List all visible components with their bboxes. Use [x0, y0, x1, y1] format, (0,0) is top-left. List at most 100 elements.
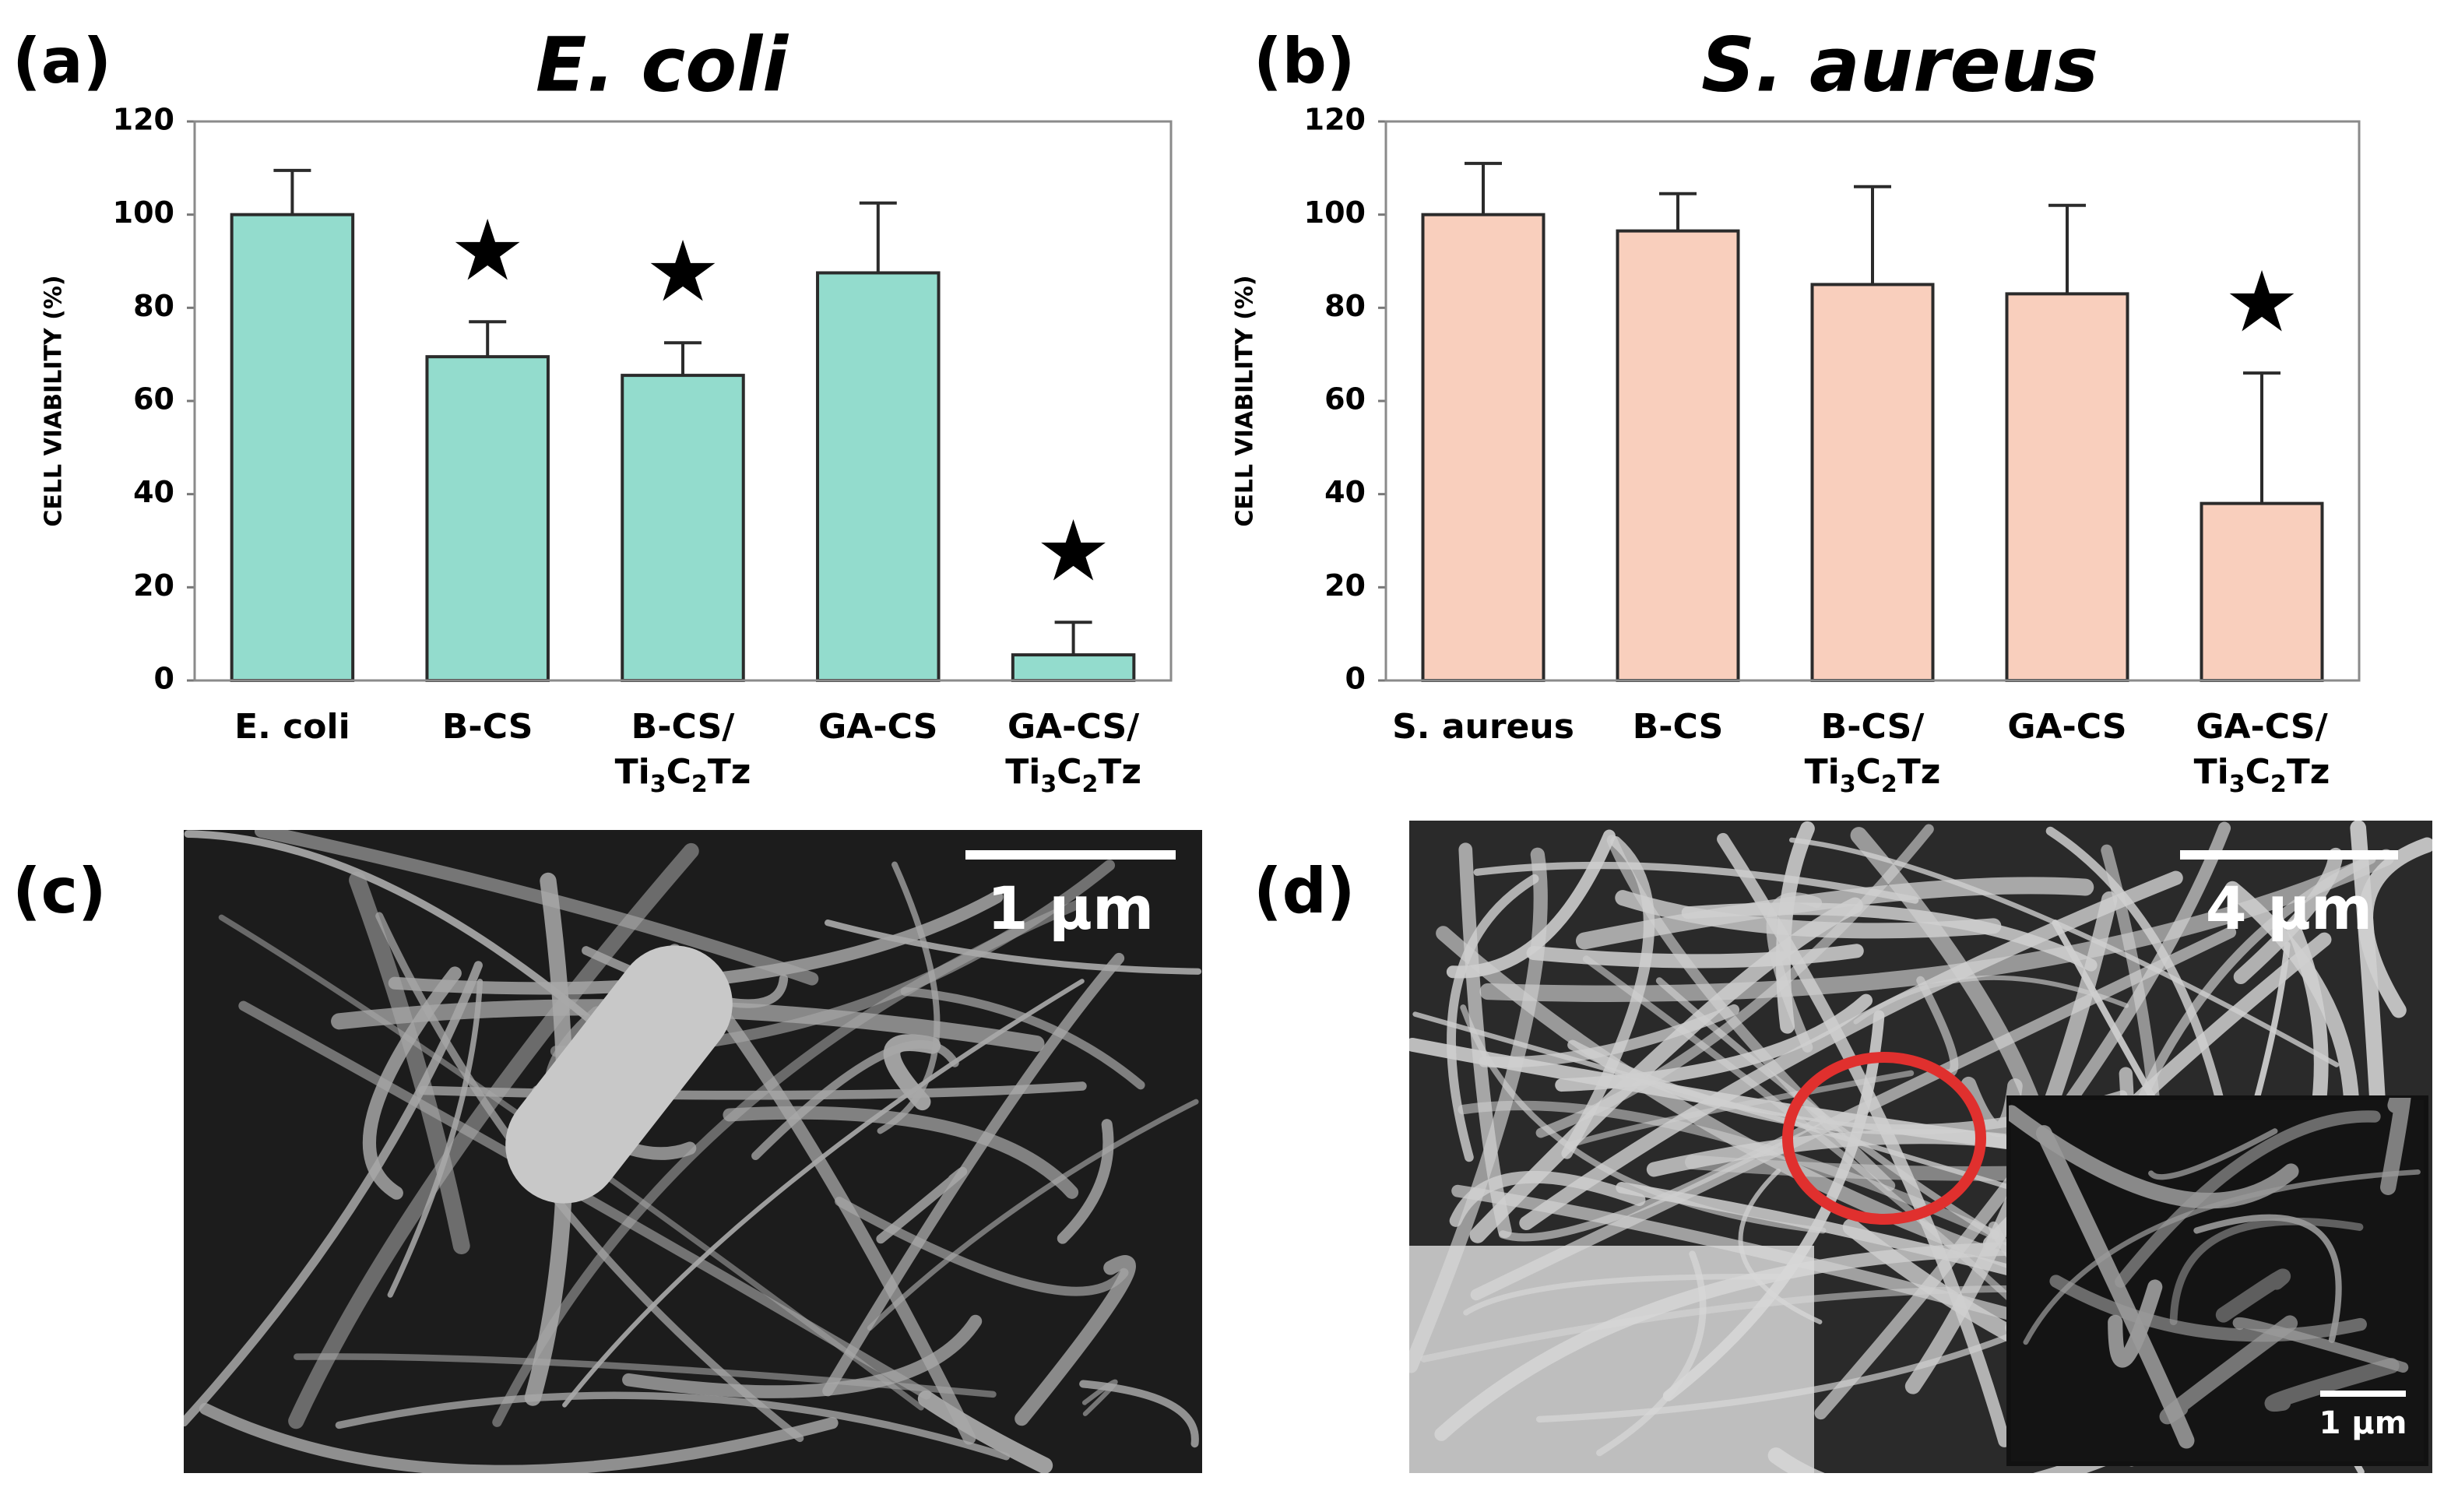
panel-label: (a) — [12, 25, 111, 97]
x-tick-label: B-CS/Ti3C2Tz — [615, 707, 751, 798]
fiber — [622, 1314, 983, 1398]
panel-label: (d) — [1254, 855, 1355, 927]
fiber — [349, 871, 470, 1255]
panel-label: (b) — [1254, 25, 1355, 97]
fiber — [1079, 1380, 1199, 1448]
significance-star: ★ — [645, 223, 721, 321]
bar — [425, 355, 550, 682]
fiber — [2049, 1275, 2367, 1342]
fiber — [288, 842, 699, 1429]
sem-image-d: 4 µm 1 µm — [1409, 821, 2432, 1473]
y-tick-label: 60 — [1324, 382, 1366, 417]
error-bar — [2243, 371, 2280, 504]
x-tick-label: GA-CS/Ti3C2Tz — [2194, 707, 2330, 798]
significance-star: ★ — [2224, 254, 2300, 351]
bar — [816, 271, 941, 683]
fiber — [1853, 975, 2129, 1025]
highlight-circle — [1782, 1052, 1986, 1225]
fiber — [917, 1390, 1053, 1473]
error-bar — [1659, 192, 1697, 231]
fiber — [1788, 837, 2340, 1067]
fiber — [2148, 1128, 2278, 1180]
x-tick-label: GA-CS/Ti3C2Tz — [1005, 707, 1141, 798]
fiber-texture — [2009, 1098, 2421, 1449]
fiber — [1775, 821, 1815, 1034]
fiber — [492, 899, 1082, 1427]
fiber — [1479, 849, 2395, 1002]
fiber — [1057, 1119, 1114, 1244]
bar — [230, 213, 355, 682]
y-tick-label: 0 — [1345, 662, 1366, 696]
y-tick-label: 20 — [133, 568, 174, 603]
error-bar — [1465, 161, 1502, 215]
y-tick-label: 0 — [154, 662, 174, 696]
x-tick-label: S. aureus — [1392, 707, 1574, 747]
fiber — [388, 890, 1004, 995]
y-axis-label: CELL VIABILITY (%) — [1232, 275, 1259, 526]
fiber — [1814, 821, 2231, 1420]
fiber — [2193, 1214, 2342, 1343]
fiber — [2215, 1268, 2291, 1323]
fiber — [825, 920, 1202, 975]
y-tick-label: 100 — [1304, 195, 1366, 230]
fiber — [184, 961, 483, 1427]
significance-star: ★ — [450, 202, 526, 300]
fiber — [1473, 861, 1919, 904]
fiber — [335, 1391, 1011, 1461]
fiber — [1561, 836, 1655, 1159]
y-axis-label: CELL VIABILITY (%) — [40, 275, 68, 526]
x-tick-label: B-CS — [1633, 707, 1724, 747]
plot-frame — [193, 120, 1173, 682]
scale-bar-label: 1 µm — [987, 874, 1154, 943]
plot-frame — [1384, 120, 2361, 682]
y-tick-label: 80 — [1324, 289, 1366, 323]
bar — [1421, 213, 1546, 682]
x-tick-label: B-CS — [442, 707, 533, 747]
y-tick-label: 120 — [113, 103, 174, 137]
y-tick-label: 120 — [1304, 103, 1366, 137]
fiber — [2380, 1098, 2411, 1195]
x-tick-label: E. coli — [234, 707, 350, 747]
error-bar — [1854, 185, 1891, 285]
error-bar — [664, 341, 702, 376]
fiber — [2035, 1125, 2195, 1449]
fiber — [1565, 1070, 1915, 1148]
significance-star: ★ — [1036, 503, 1111, 600]
x-tick-label: GA-CS — [818, 707, 937, 747]
fiber — [822, 952, 1125, 1397]
bacterium — [505, 945, 733, 1204]
fiber — [723, 1106, 1079, 1199]
error-bar — [273, 168, 311, 215]
fiber — [2115, 1110, 2381, 1288]
fiber — [2233, 847, 2344, 985]
fiber — [1458, 1100, 1999, 1239]
error-bar — [1054, 621, 1092, 656]
fiber — [387, 979, 484, 1298]
fiber — [1446, 829, 1616, 979]
fiber — [562, 979, 1085, 1408]
chart-title: E. coli — [536, 21, 789, 108]
fiber — [2009, 1105, 2299, 1209]
fiber — [1015, 1255, 1136, 1426]
scale-bar-label: 4 µm — [2206, 874, 2372, 943]
fiber — [1469, 897, 1863, 1243]
error-bar — [469, 320, 507, 357]
bar — [1810, 283, 1935, 682]
inset-scale-bar-label: 1 µm — [2319, 1405, 2407, 1441]
bar — [1616, 229, 1740, 682]
y-tick-label: 80 — [133, 289, 174, 323]
fiber — [867, 1099, 1199, 1331]
fiber — [199, 1402, 839, 1473]
y-tick-label: 40 — [1324, 475, 1366, 509]
bar — [1011, 653, 1136, 683]
x-tick-label: GA-CS — [2007, 707, 2126, 747]
y-tick-label: 40 — [133, 475, 174, 509]
chart-title: S. aureus — [1701, 21, 2098, 108]
error-bar — [859, 201, 897, 273]
y-tick-label: 100 — [113, 195, 174, 230]
sheet — [1409, 1246, 1814, 1473]
fiber — [1519, 870, 2183, 1231]
bar — [621, 374, 745, 682]
bar — [2005, 292, 2129, 682]
fiber — [2169, 1217, 2364, 1326]
